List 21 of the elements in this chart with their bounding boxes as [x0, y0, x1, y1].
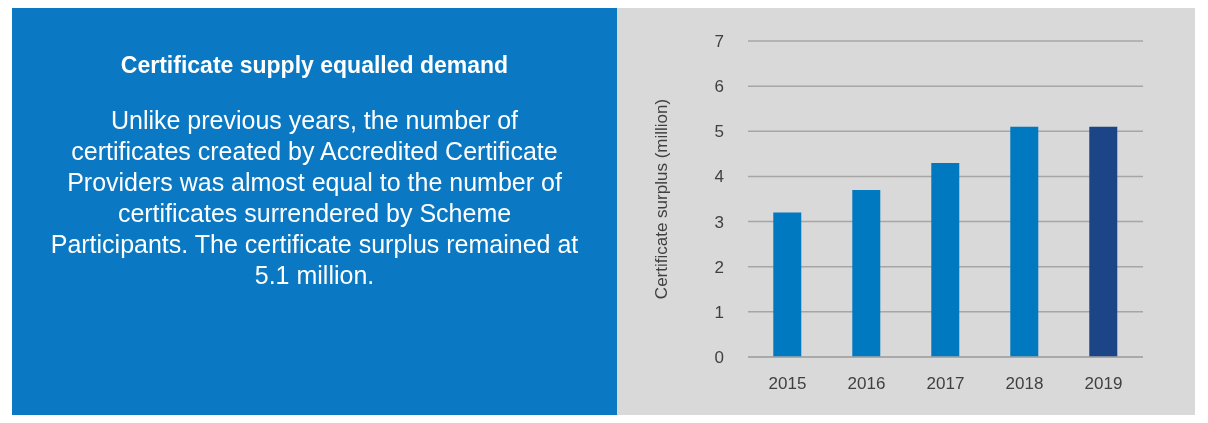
y-tick-label: 4	[714, 167, 724, 187]
bar	[931, 162, 960, 357]
y-tick-label: 6	[714, 77, 724, 97]
x-tick-label: 2015	[768, 374, 807, 394]
x-tick-label: 2018	[1005, 374, 1044, 394]
text: Unlike previous years, the number of certificates created by Accredited Certificate Providers was almost equal to the number of certificates surrendered by Scheme Participants. The certificate surplus remained at 5.1 million.	[49, 105, 580, 291]
y-tick-label: 7	[714, 32, 724, 52]
y-tick-label: 5	[714, 122, 724, 142]
x-tick-label: 2019	[1084, 374, 1123, 394]
bar	[1010, 126, 1039, 357]
bar	[852, 189, 881, 357]
x-tick-label: 2016	[847, 374, 886, 394]
bar	[1089, 126, 1118, 357]
y-tick-label: 0	[714, 348, 724, 368]
y-axis-title: Certificate surplus (million)	[652, 98, 672, 300]
x-tick-label: 2017	[926, 374, 965, 394]
y-tick-label: 2	[714, 257, 724, 277]
bar	[773, 212, 802, 357]
y-tick-label: 1	[714, 302, 724, 322]
y-tick-label: 3	[714, 212, 724, 232]
text: Certificate supply equalled demand	[120, 52, 509, 79]
